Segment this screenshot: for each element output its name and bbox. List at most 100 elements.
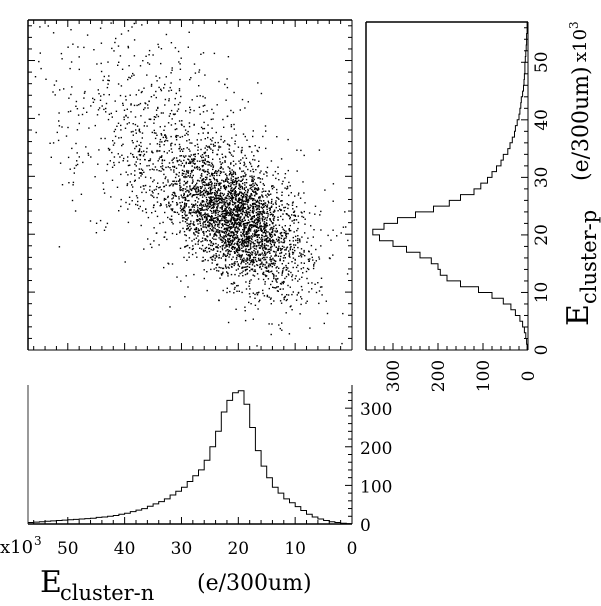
scatter-point-642 [221,207,223,209]
scatter-point-2664 [219,167,221,169]
scatter-point-46 [287,267,289,269]
scatter-point-2649 [160,89,163,92]
scatter-point-3632 [131,190,133,193]
scatter-point-1720 [263,204,265,206]
scatter-point-2865 [216,178,218,181]
scatter-point-3321 [251,210,254,212]
scatter-point-97 [249,259,251,262]
scatter-point-1853 [187,189,189,192]
scatter-point-2266 [223,200,225,203]
scatter-point-306 [228,267,230,269]
scatter-point-2558 [197,241,199,243]
scatter-point-3042 [200,241,202,243]
scatter-point-2453 [204,221,206,223]
scatter-point-1990 [261,194,263,196]
scatter-point-77 [241,187,244,189]
scatter-point-3332 [265,275,267,278]
scatter-point-1642 [277,219,279,221]
scatter-point-1809 [220,220,222,222]
scatter-point-3084 [286,187,289,189]
scatter-point-70 [257,250,259,252]
scatter-point-242 [211,244,214,247]
scatter-point-2122 [286,188,288,190]
scatter-point-2779 [241,250,243,252]
scatter-point-1962 [178,175,180,177]
scatter-point-3686 [209,138,212,141]
scatter-point-2858 [153,122,155,124]
scatter-point-3833 [108,94,110,96]
scatter-point-2677 [242,204,244,207]
scatter-point-2659 [194,158,196,160]
scatter-point-385 [205,226,207,228]
scatter-point-1401 [237,240,239,242]
scatter-point-182 [245,263,247,265]
scatter-point-1148 [235,197,237,199]
scatter-point-1082 [249,236,251,238]
scatter-point-1118 [245,182,248,184]
scatter-point-3684 [113,50,115,52]
scatter-point-3850 [120,129,122,131]
scatter-point-490 [219,146,222,148]
scatter-point-300 [209,209,212,212]
scatter-point-2413 [222,202,224,204]
scatter-point-3398 [219,197,222,200]
scatter-point-2374 [213,220,215,222]
scatter-point-1652 [206,217,208,219]
scatter-point-3762 [178,143,181,146]
scatter-point-1564 [294,235,297,238]
scatter-point-1095 [305,302,307,304]
scatter-point-3580 [149,118,152,121]
scatter-point-3136 [232,235,234,237]
scatter-point-249 [186,190,188,192]
scatter-point-2304 [191,165,193,167]
scatter-point-2012 [264,246,266,248]
scatter-point-2193 [184,245,187,248]
scatter-point-2702 [277,166,279,168]
scatter-point-2393 [247,235,249,238]
scatter-point-1138 [256,230,258,232]
scatter-point-2370 [170,204,172,206]
scatter-point-1419 [237,245,240,248]
scatter-point-1004 [291,248,294,251]
scatter-point-3444 [283,237,285,240]
scatter-point-1410 [226,178,228,180]
scatter-point-2809 [190,169,193,172]
scatter-point-957 [298,238,301,240]
scatter-point-1062 [228,238,231,240]
scatter-point-525 [211,262,213,264]
scatter-point-250 [228,246,230,248]
scatter-point-293 [266,196,268,198]
scatter-point-2007 [288,250,290,252]
scatter-point-3677 [180,57,182,59]
scatter-point-2501 [224,254,226,256]
scatter-point-6 [272,230,274,232]
scatter-point-327 [239,223,241,225]
scatter-point-2787 [244,319,247,322]
scatter-point-1812 [189,212,192,214]
scatter-point-1276 [229,226,231,228]
scatter-point-3440 [223,254,225,256]
scatter-point-3436 [175,139,178,141]
scatter-point-2895 [155,132,157,134]
scatter-point-3474 [107,147,110,150]
scatter-point-1077 [254,187,256,189]
scatter-point-589 [225,201,227,203]
scatter-point-765 [263,184,265,186]
scatter-point-84 [201,208,203,210]
scatter-point-951 [286,298,288,301]
scatter-point-2126 [257,166,259,168]
scatter-point-554 [275,287,277,289]
scatter-point-3517 [174,128,176,131]
scatter-point-3799 [100,70,103,73]
scatter-point-2312 [226,214,228,216]
scatter-point-3305 [68,182,70,184]
scatter-point-58 [260,206,262,208]
scatter-point-2407 [306,267,309,270]
scatter-point-3512 [211,162,213,164]
scatter-point-1982 [227,190,230,192]
main-ticks [28,20,353,351]
scatter-point-2950 [181,201,183,203]
scatter-point-2576 [197,201,199,203]
scatter-point-3426 [258,259,260,261]
scatter-point-1217 [183,192,185,195]
